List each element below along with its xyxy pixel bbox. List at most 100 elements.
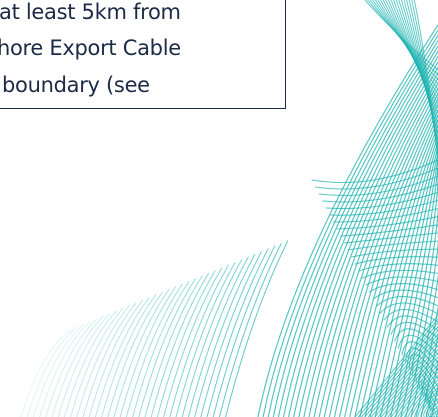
cross-fan-lines: [311, 159, 438, 417]
pattern-stroke: [349, 119, 438, 417]
pattern-stroke: [206, 248, 269, 417]
pattern-stroke: [262, 29, 438, 417]
pattern-stroke: [415, 366, 438, 396]
pattern-stroke: [288, 56, 438, 417]
pattern-stroke: [377, 341, 438, 417]
pattern-stroke: [119, 286, 177, 417]
pattern-stroke: [218, 243, 282, 417]
pattern-stroke: [354, 256, 438, 265]
pattern-stroke: [423, 394, 438, 417]
pattern-stroke: [325, 191, 438, 210]
pattern-stroke: [272, 40, 438, 417]
callout-text-box: at least 5km from hore Export Cable boun…: [0, 0, 286, 109]
pattern-stroke: [323, 93, 438, 417]
pattern-stroke: [361, 322, 438, 417]
pattern-stroke: [429, 405, 438, 417]
pattern-stroke: [390, 162, 438, 417]
pattern-stroke: [343, 232, 438, 244]
pattern-stroke: [351, 248, 438, 258]
pattern-stroke: [101, 294, 157, 417]
pattern-stroke: [51, 316, 104, 417]
pattern-stroke: [282, 50, 438, 417]
pattern-stroke: [63, 310, 117, 417]
pattern-stroke: [367, 329, 438, 417]
pattern-stroke: [357, 318, 438, 417]
pattern-stroke: [181, 259, 243, 417]
pattern-stroke: [365, 276, 438, 286]
pattern-stroke: [354, 314, 438, 417]
pattern-stroke: [333, 208, 438, 223]
pattern-stroke: [387, 352, 438, 417]
pattern-stroke: [400, 367, 438, 417]
pattern-stroke: [405, 347, 438, 372]
pattern-stroke: [425, 398, 438, 417]
pattern-stroke: [26, 326, 78, 417]
pattern-stroke: [138, 278, 196, 417]
pattern-stroke: [374, 146, 438, 417]
pattern-stroke: [387, 0, 438, 114]
pattern-stroke: [390, 321, 438, 339]
pattern-stroke: [308, 77, 438, 417]
callout-line-3: boundary (see: [2, 73, 150, 97]
pattern-stroke: [398, 0, 438, 133]
pattern-stroke: [39, 321, 91, 417]
pattern-stroke: [339, 109, 438, 417]
pattern-stroke: [163, 267, 223, 417]
pattern-stroke: [354, 125, 438, 417]
pattern-stroke: [384, 348, 438, 417]
pattern-stroke: [374, 337, 438, 417]
pattern-stroke: [417, 386, 438, 417]
pattern-stroke: [175, 262, 236, 417]
pattern-stroke: [371, 333, 438, 417]
pattern-stroke: [408, 354, 438, 380]
pattern-stroke: [369, 141, 438, 417]
pattern-stroke: [313, 82, 438, 417]
pattern-stroke: [45, 318, 97, 417]
pattern-stroke: [277, 45, 438, 417]
pattern-stroke: [225, 240, 289, 417]
pattern-stroke: [322, 183, 438, 203]
pattern-stroke: [336, 216, 438, 230]
pattern-stroke: [293, 61, 438, 417]
pattern-stroke: [410, 379, 438, 417]
pattern-stroke: [364, 135, 438, 417]
pattern-stroke: [20, 329, 71, 417]
pattern-stroke: [57, 313, 111, 417]
pattern-stroke: [364, 325, 438, 417]
pattern-stroke: [132, 280, 190, 417]
pattern-stroke: [267, 35, 438, 417]
pattern-stroke: [379, 151, 438, 417]
pattern-stroke: [387, 315, 438, 331]
pattern-stroke: [347, 240, 438, 251]
pattern-stroke: [194, 253, 256, 417]
pattern-stroke: [397, 363, 438, 417]
pattern-stroke: [311, 159, 438, 184]
pattern-stroke: [107, 291, 163, 417]
pattern-stroke: [413, 0, 438, 162]
pattern-stroke: [394, 360, 438, 417]
pattern-stroke: [380, 344, 438, 417]
pattern-stroke: [156, 270, 216, 417]
pattern-stroke: [318, 175, 438, 196]
pattern-stroke: [413, 382, 438, 417]
top-right-arcs: [364, 0, 438, 162]
pattern-stroke: [32, 324, 84, 417]
pattern-stroke: [88, 299, 144, 417]
pattern-stroke: [150, 272, 210, 417]
bottom-right-corner-lines: [354, 314, 438, 417]
pattern-stroke: [400, 172, 438, 417]
pattern-stroke: [333, 103, 438, 417]
lower-left-fan-lines: [20, 240, 289, 417]
pattern-stroke: [169, 264, 229, 417]
pattern-stroke: [395, 0, 438, 129]
pattern-stroke: [200, 251, 262, 417]
pattern-stroke: [315, 167, 438, 190]
pattern-stroke: [344, 114, 438, 417]
pattern-stroke: [298, 66, 438, 417]
pattern-stroke: [372, 289, 438, 300]
pattern-stroke: [340, 224, 438, 237]
pattern-stroke: [94, 297, 150, 417]
pattern-stroke: [390, 356, 438, 417]
